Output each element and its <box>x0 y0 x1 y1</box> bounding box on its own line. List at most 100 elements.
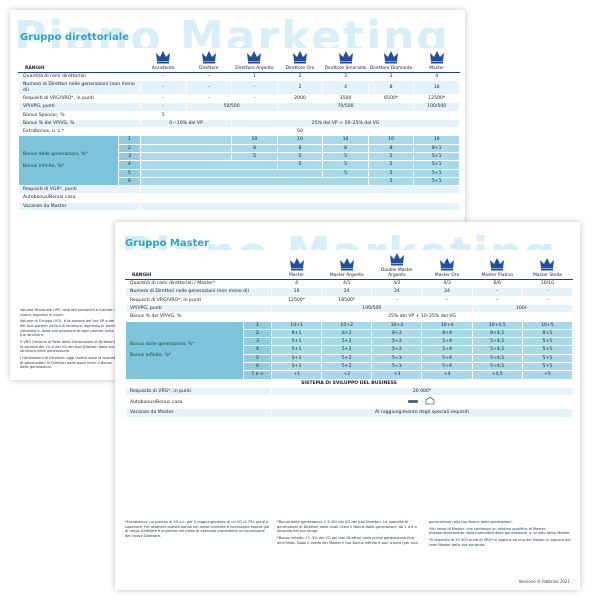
empty-cell <box>139 143 233 153</box>
value-cell: 5+1 <box>413 151 460 162</box>
ranks-label: RANGHI <box>18 47 141 74</box>
note: Volume Personale (VP): acquisti personal… <box>20 308 115 317</box>
empty-cell <box>140 176 369 187</box>
value-cell: 3 <box>322 72 369 82</box>
rank-header: Master Oro <box>421 249 473 281</box>
value-cell: – <box>185 72 233 82</box>
rank-icon <box>247 51 262 64</box>
rank-icon <box>540 258 555 271</box>
rank-name: Direttore Diamante <box>369 66 413 72</box>
sheet-title: Gruppo Master <box>125 238 210 249</box>
value-cell: 10+5 <box>521 320 574 330</box>
value-cell: 5+5 <box>521 337 574 347</box>
section-row: SISTEMA DI SVILUPPO DEL BUSINESS <box>125 378 573 388</box>
empty-cell <box>140 201 460 211</box>
value-cell: 70/500 <box>276 102 415 112</box>
value-cell: 5+3 <box>371 345 423 355</box>
rank-icon <box>384 51 399 64</box>
value-cell: 5+1 <box>413 168 460 178</box>
value-cell: 4/2 <box>371 279 423 289</box>
value-cell: 5+5 <box>521 345 574 355</box>
empty-cell <box>140 185 460 195</box>
value-cell: 5+2 <box>321 345 373 355</box>
empty-cell <box>140 193 460 203</box>
value-cell: 20 000* <box>271 386 573 397</box>
value-cell: 1 <box>231 72 278 82</box>
value-cell: 5 <box>322 168 369 178</box>
value-cell: 5 <box>276 160 324 170</box>
version: Versione di febbraio 2021 <box>518 579 570 584</box>
value-cell: 5 <box>322 151 369 162</box>
value-cell: 10 <box>276 135 324 145</box>
value-cell: – <box>185 80 233 95</box>
level: 3 <box>118 151 141 162</box>
notes: Volume Personale (VP): acquisti personal… <box>20 308 120 372</box>
value-cell: – <box>231 93 278 104</box>
rank-icon <box>156 51 171 64</box>
row-label: Extrabonus, u. c.* <box>18 127 141 137</box>
rank-name: Master <box>289 273 305 279</box>
value-cell: 5+1 <box>270 361 323 372</box>
table-row: Quantità di rami direttoriali – –1 2 3 3 4 <box>18 72 460 82</box>
bonus-row: 6 5+1 5+2 5+3 5+4 5+4,5 5+5 <box>126 361 574 372</box>
note: *Bonus infinito: l'1–5% del VG dei tuoi … <box>277 520 513 545</box>
sheet-master: Piano Marketing Gruppo Master RANGHIMast… <box>115 222 580 590</box>
value-cell: 6/6 <box>471 279 523 289</box>
bonus-name: Bonus dalle generazioni, %* <box>23 152 88 158</box>
value-cell: 8+1 <box>270 328 323 339</box>
table-row: Numero di Direttori nelle generazioni (n… <box>18 80 460 95</box>
table-row: Vacanze da Master <box>18 201 460 211</box>
row-label: Numero di Direttori nelle generazioni (n… <box>18 80 141 95</box>
level: 5 <box>118 168 141 178</box>
table-row: Requisiti di VRG/VRO*, in punti 12500* 185… <box>125 295 574 306</box>
value-cell: 10/10 <box>521 279 574 289</box>
rank-name: Master Argento <box>329 273 364 279</box>
note: Volume di Gruppo (VG): è la somma del tu… <box>20 319 120 338</box>
value-cell: 8 <box>367 80 415 95</box>
rank-name: Direttore <box>199 66 219 72</box>
value-cell: 10 <box>231 135 278 145</box>
value-cell: 2 <box>276 80 324 95</box>
rank-icon <box>338 51 353 64</box>
table-row: VP/VPG, punti –50/500 70/500 100/500 <box>18 102 460 112</box>
value-cell: 10+1 <box>270 320 323 330</box>
value-cell: 5+4 <box>421 353 473 364</box>
level: 1 <box>243 320 272 330</box>
value-cell: 24 <box>321 287 373 297</box>
section-title: SISTEMA DI SVILUPPO DEL BUSINESS <box>125 378 573 388</box>
value-cell: 5+1 <box>413 176 460 187</box>
table-row: Extrabonus, u. c.* 50 <box>18 127 460 137</box>
header-row: RANGHI Master Master Argento Double Master … <box>125 249 574 281</box>
icons <box>408 396 435 405</box>
value-cell: 5+1 <box>270 345 323 355</box>
rank-icon <box>440 258 455 271</box>
rank-name: Assistente <box>151 66 175 72</box>
empty-cell <box>140 160 278 170</box>
value-cell: – <box>371 295 423 306</box>
level: 5 <box>243 353 272 364</box>
row-label: VP/VPG, punti <box>18 102 141 112</box>
value-cell: 2 <box>276 72 324 82</box>
value-cell: 5+4,5 <box>471 345 523 355</box>
value-cell: 10+2 <box>321 320 373 330</box>
value-cell: 8 <box>367 143 415 153</box>
rank-header: Assistente <box>140 47 187 74</box>
bonus-name: Bonus infinito, %* <box>23 163 65 169</box>
rank-name: Master Oro <box>434 273 460 279</box>
value-cell: 8+4 <box>421 328 473 339</box>
bonus-name: Bonus infinito, %* <box>130 353 172 359</box>
value-cell: 100/500 <box>271 304 473 314</box>
value-cell: 16 <box>413 80 460 95</box>
value-cell: +3 <box>371 370 423 380</box>
rank-icon <box>429 51 444 64</box>
value-cell: 2000 <box>276 93 324 104</box>
row-label: VP/VPG, punti <box>125 304 272 314</box>
level: 2 <box>243 328 272 339</box>
empty-cell <box>139 135 233 145</box>
value-cell: 10+4 <box>421 320 473 330</box>
value-cell: 4 <box>322 80 369 95</box>
rank-header: Master <box>270 249 323 281</box>
value-cell: 8 <box>322 143 369 153</box>
rank-header: Master <box>413 47 460 74</box>
rank-header: Direttore <box>185 47 233 74</box>
